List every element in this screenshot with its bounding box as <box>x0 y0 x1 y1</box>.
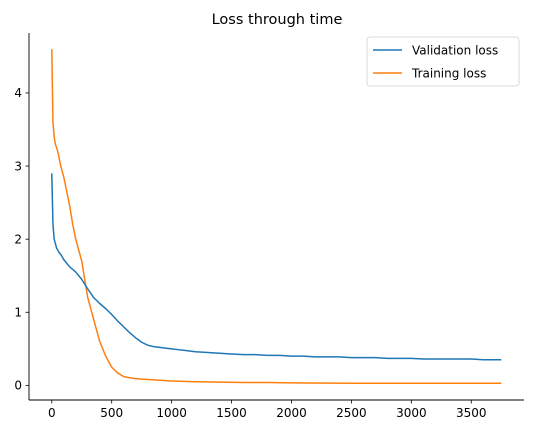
x-tick-label: 2000 <box>276 406 307 420</box>
series-line-training-loss <box>51 49 502 384</box>
x-tick-label: 2500 <box>336 406 367 420</box>
x-tick-label: 1500 <box>216 406 247 420</box>
x-ticks: 0 500 1000 1500 2000 2500 3000 3500 <box>48 400 487 420</box>
legend-box <box>366 36 520 87</box>
legend-label-training: Training loss <box>411 67 486 81</box>
y-tick-label: 0 <box>14 379 22 393</box>
x-tick-label: 3000 <box>396 406 427 420</box>
x-tick-label: 500 <box>100 406 123 420</box>
x-tick-label: 0 <box>48 406 56 420</box>
legend-label-validation: Validation loss <box>412 44 498 58</box>
y-tick-label: 4 <box>14 86 22 100</box>
y-tick-label: 3 <box>14 159 22 173</box>
x-tick-label: 3500 <box>456 406 487 420</box>
y-tick-label: 2 <box>14 232 22 246</box>
y-tick-label: 1 <box>14 305 22 319</box>
x-tick-label: 1000 <box>156 406 187 420</box>
y-ticks: 0 1 2 3 4 <box>14 86 29 393</box>
legend: Validation loss Training loss <box>366 36 520 87</box>
chart-title: Loss through time <box>212 12 343 28</box>
series-line-validation-loss <box>51 173 502 361</box>
plot-lines <box>51 49 502 384</box>
